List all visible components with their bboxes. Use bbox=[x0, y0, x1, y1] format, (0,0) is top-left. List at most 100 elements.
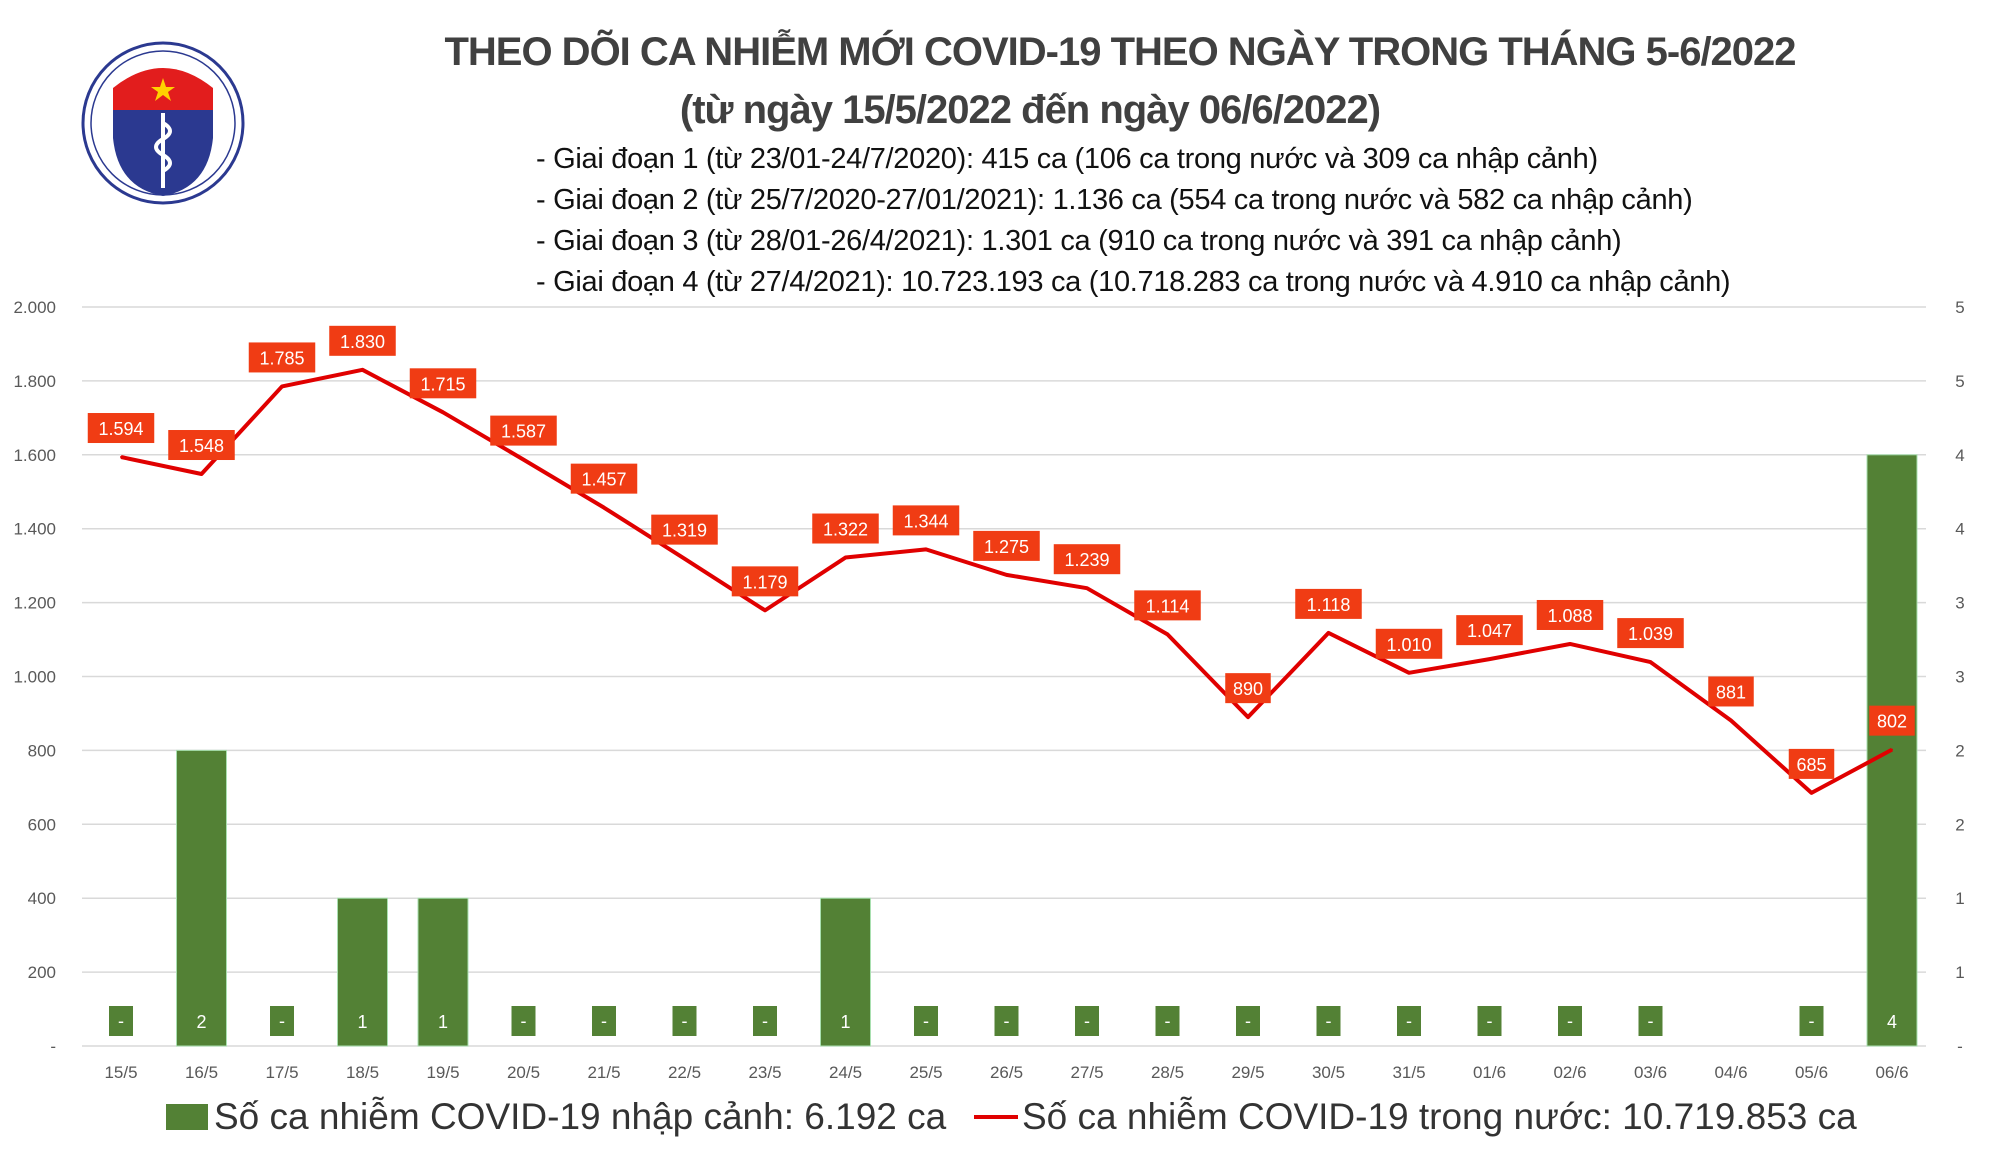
x-tick-label: 16/5 bbox=[185, 1063, 218, 1082]
bar-zero-label-bg bbox=[1477, 1006, 1502, 1036]
x-tick-label: 31/5 bbox=[1392, 1063, 1425, 1082]
bar-zero-label-bg bbox=[1799, 1006, 1824, 1036]
note-phase-3: - Giai đoạn 3 (từ 28/01-26/4/2021): 1.30… bbox=[536, 225, 1622, 257]
line-label-bg bbox=[973, 530, 1040, 561]
bar-zero-label-bg bbox=[672, 1006, 697, 1036]
bar-label: - bbox=[1487, 1011, 1493, 1031]
line-label-bg bbox=[87, 413, 155, 444]
bar-label: - bbox=[118, 1011, 124, 1031]
bar-label: - bbox=[521, 1011, 527, 1031]
x-tick-label: 23/5 bbox=[748, 1063, 781, 1082]
y-left-tick-label: 1.600 bbox=[13, 446, 56, 465]
line-label: 1.010 bbox=[1386, 635, 1431, 655]
y-left-tick-label: 1.800 bbox=[13, 372, 56, 391]
line-label-bg bbox=[892, 505, 960, 536]
x-tick-label: 24/5 bbox=[829, 1063, 862, 1082]
line-label: 1.785 bbox=[259, 348, 304, 368]
note-phase-1: - Giai đoạn 1 (từ 23/01-24/7/2020): 415 … bbox=[536, 143, 1598, 175]
line-point bbox=[1649, 661, 1652, 664]
bar-label: 4 bbox=[1887, 1012, 1897, 1032]
line-label: 1.319 bbox=[662, 521, 707, 541]
line-point bbox=[1891, 748, 1893, 751]
line-label-bg bbox=[1225, 673, 1271, 704]
x-tick-label: 18/5 bbox=[346, 1063, 379, 1082]
x-tick-label: 30/5 bbox=[1312, 1063, 1345, 1082]
line-label: 1.039 bbox=[1628, 624, 1673, 644]
chart-title: THEO DÕI CA NHIỄM MỚI COVID-19 THEO NGÀY… bbox=[444, 30, 1796, 74]
y-right-tick-label: 2 bbox=[1955, 815, 1964, 834]
line-label-bg bbox=[1708, 676, 1754, 707]
line-point bbox=[361, 368, 364, 371]
line-label: 1.118 bbox=[1307, 595, 1351, 615]
x-tick-label: 03/6 bbox=[1634, 1063, 1667, 1082]
bar-zero-label-bg bbox=[109, 1006, 133, 1036]
line-label-bg bbox=[570, 463, 638, 494]
bar-label-bg bbox=[348, 1006, 377, 1036]
line-point bbox=[603, 506, 605, 509]
bar-label: - bbox=[1326, 1011, 1332, 1031]
bar-label-bg bbox=[187, 1006, 216, 1036]
line-label-bg bbox=[1375, 628, 1443, 659]
legend-line-swatch bbox=[974, 1115, 1018, 1119]
bar-label: - bbox=[682, 1011, 688, 1031]
bar bbox=[417, 897, 469, 1047]
bar-zero-label-bg bbox=[1075, 1006, 1099, 1036]
x-tick-label: 02/6 bbox=[1553, 1063, 1586, 1082]
line-label: 1.239 bbox=[1064, 550, 1109, 570]
bar-zero-label-bg bbox=[270, 1006, 294, 1036]
line-label-bg bbox=[812, 513, 879, 544]
bar bbox=[176, 749, 227, 1047]
bar-label: 1 bbox=[438, 1012, 448, 1032]
y-left-tick-label: 1.200 bbox=[13, 594, 56, 613]
line-label: 1.594 bbox=[98, 419, 143, 439]
y-right-tick-label: 4 bbox=[1955, 520, 1964, 539]
bar-label: - bbox=[923, 1011, 929, 1031]
line-point bbox=[764, 609, 766, 612]
line-point bbox=[120, 456, 122, 459]
bar-label: - bbox=[1084, 1011, 1090, 1031]
legend-line-label: Số ca nhiễm COVID-19 trong nước: 10.719.… bbox=[1022, 1096, 1857, 1137]
bar-zero-label-bg bbox=[1397, 1006, 1421, 1036]
line-point bbox=[844, 556, 847, 559]
line-label: 1.830 bbox=[340, 332, 385, 352]
line-point bbox=[200, 473, 203, 476]
y-left-tick-label: 2.000 bbox=[13, 298, 56, 317]
bar-zero-label-bg bbox=[1316, 1006, 1341, 1036]
line-label-bg bbox=[409, 368, 477, 399]
y-right-tick-label: 2 bbox=[1955, 741, 1964, 760]
y-right-tick-label: 5 bbox=[1955, 372, 1964, 391]
line-point bbox=[683, 557, 686, 560]
x-tick-label: 04/6 bbox=[1714, 1063, 1747, 1082]
line-label-bg bbox=[168, 430, 235, 461]
note-phase-2: - Giai đoạn 2 (từ 25/7/2020-27/01/2021):… bbox=[536, 184, 1693, 216]
bar-label: - bbox=[279, 1011, 285, 1031]
line-label-bg bbox=[329, 325, 396, 356]
line-point bbox=[1488, 658, 1491, 661]
bar-zero-label-bg bbox=[511, 1006, 536, 1036]
x-tick-label: 19/5 bbox=[426, 1063, 459, 1082]
y-left-tick-label: 400 bbox=[28, 889, 56, 908]
line-label: 1.275 bbox=[984, 537, 1029, 557]
legend-bar-swatch bbox=[166, 1104, 208, 1130]
y-left-tick-label: 600 bbox=[28, 815, 56, 834]
x-tick-label: 15/5 bbox=[104, 1063, 137, 1082]
legend-bar: Số ca nhiễm COVID-19 nhập cảnh: 6.192 ca bbox=[166, 1096, 946, 1138]
y-left-tick-label: 1.000 bbox=[13, 668, 56, 687]
line-label-bg bbox=[731, 566, 799, 597]
y-right-tick-label: 1 bbox=[1955, 889, 1964, 908]
x-tick-label: 28/5 bbox=[1151, 1063, 1184, 1082]
bar-label: 2 bbox=[196, 1012, 206, 1032]
line-point bbox=[522, 458, 525, 461]
bar-zero-label-bg bbox=[1155, 1006, 1180, 1036]
line-point bbox=[1247, 716, 1249, 719]
line-point bbox=[1086, 587, 1088, 590]
y-left-tick-label: 800 bbox=[28, 741, 56, 760]
x-tick-label: 17/5 bbox=[265, 1063, 298, 1082]
y-left-tick-label: 1.400 bbox=[13, 520, 56, 539]
line-label-bg bbox=[1617, 618, 1684, 649]
bar-label-bg bbox=[429, 1006, 457, 1036]
line-label: 890 bbox=[1233, 679, 1263, 699]
bar-zero-label-bg bbox=[1558, 1006, 1582, 1036]
x-tick-label: 20/5 bbox=[507, 1063, 540, 1082]
line-label: 1.322 bbox=[823, 520, 868, 540]
